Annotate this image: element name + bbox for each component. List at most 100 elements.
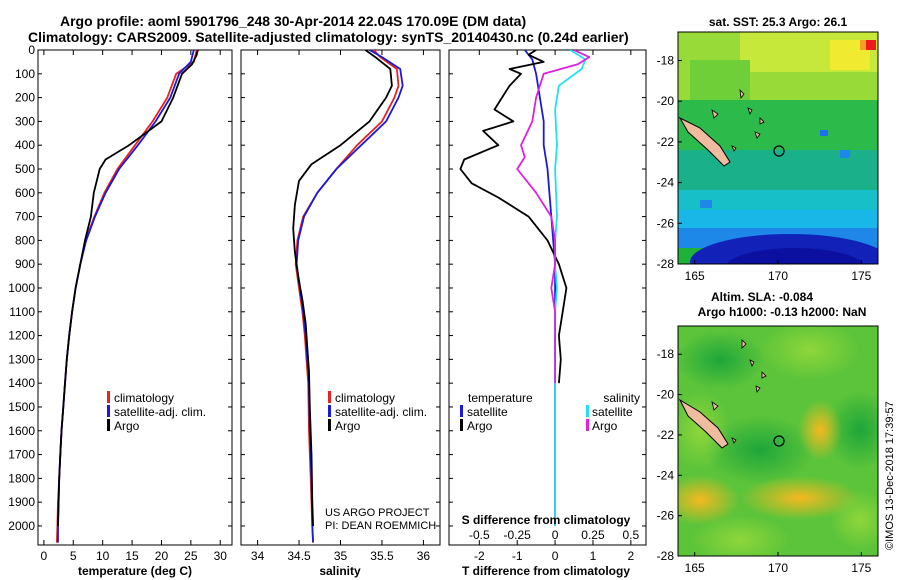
legend-mark-temp-satellite (460, 405, 463, 417)
legend-mark-climatology (107, 391, 110, 403)
temperature-legend: climatology satellite-adj. clim. Argo (107, 391, 206, 433)
legend-mark-temp-argo (460, 419, 463, 431)
x-tick-label: 34 (251, 549, 265, 563)
x-tick-label: -1 (512, 549, 523, 563)
map-y-tick-label: -22 (657, 135, 675, 149)
legend-label-satellite: satellite-adj. clim. (114, 405, 206, 419)
legend-title-temperature: temperature (468, 391, 533, 405)
x-tick-label: -2 (474, 549, 485, 563)
y-tick-label: 600 (15, 186, 35, 200)
x-tick-label: 0 (41, 549, 48, 563)
figure-title-line1: Argo profile: aoml 5901796_248 30-Apr-20… (60, 13, 526, 29)
profile-axes: 0100200300400500600700800900100011001200… (8, 43, 646, 563)
legend-mark-argo (328, 419, 331, 431)
y-tick-label: 400 (15, 138, 35, 152)
map-y-tick-label: -26 (657, 509, 675, 523)
map-x-tick-label: 170 (768, 561, 788, 575)
legend-mark-sal-satellite (586, 405, 589, 417)
x-tick-label: 30 (214, 549, 228, 563)
sst-map-image (678, 32, 878, 264)
x-tick-label: 20 (155, 549, 169, 563)
legend-mark-satellite (107, 405, 110, 417)
x-tick-label: 25 (184, 549, 198, 563)
legend-label-climatology: climatology (335, 391, 395, 405)
difference-lines (459, 50, 591, 526)
x-tick2-label: 0.5 (623, 528, 640, 542)
y-tick-label: 200 (15, 91, 35, 105)
y-tick-label: 1300 (8, 352, 35, 366)
legend-mark-sal-argo (586, 419, 589, 431)
temperature-lines (55, 50, 199, 543)
legend-label-argo: Argo (335, 419, 361, 433)
legend-mark-climatology (328, 391, 331, 403)
y-tick-label: 900 (15, 257, 35, 271)
x-tick-label: 0 (552, 549, 559, 563)
map-x-tick-label: 170 (768, 269, 788, 283)
series-line-temperature-argo (459, 50, 568, 384)
difference-legend: temperature satellite Argo salinity sate… (460, 391, 640, 433)
sla-map-subtitle: Argo h1000: -0.13 h2000: NaN (698, 305, 867, 319)
legend-label-argo: Argo (114, 419, 140, 433)
y-tick-label: 1600 (8, 424, 35, 438)
legend-title-salinity: salinity (603, 391, 640, 405)
map-x-tick-label: 175 (851, 269, 871, 283)
x-tick-label: 2 (628, 549, 635, 563)
map-y-tick-label: -24 (657, 176, 675, 190)
difference-panel-frame (448, 49, 647, 546)
x-tick2-label: 0.25 (581, 528, 605, 542)
x-tick-label: 35.5 (370, 549, 394, 563)
x-tick-label: 35 (334, 549, 348, 563)
temperature-panel-frame (37, 49, 233, 546)
y-tick-label: 1200 (8, 329, 35, 343)
y-tick-label: 1100 (9, 305, 35, 319)
map-y-tick-label: -20 (657, 94, 675, 108)
x-tick-label: 15 (125, 549, 139, 563)
salinity-lines (292, 50, 404, 543)
map-y-tick-label: -28 (657, 549, 675, 563)
legend-mark-satellite (328, 405, 331, 417)
series-line-climatology (55, 50, 198, 543)
salinity-xlabel: salinity (319, 564, 361, 578)
series-line-satellite-adj-clim- (57, 50, 195, 543)
legend-label-sal-argo: Argo (592, 419, 618, 433)
imos-credit: ©IMOS 13-Dec-2018 17:39:57 (884, 401, 896, 550)
y-tick-label: 0 (28, 43, 35, 57)
salinity-difference-xlabel: S difference from climatology (462, 513, 631, 527)
legend-label-sal-satellite: satellite (592, 405, 633, 419)
x-tick-label: 36 (417, 549, 431, 563)
sst-map-axes: 165 170 175 -18 -20 -22 -24 -26 -28 (657, 53, 872, 283)
map-y-tick-label: -24 (657, 468, 675, 482)
map-y-tick-label: -26 (657, 216, 675, 230)
y-tick-label: 1400 (8, 376, 35, 390)
x-tick-label: 34.5 (287, 549, 311, 563)
temperature-xlabel: temperature (deg C) (78, 564, 192, 578)
y-tick-label: 800 (15, 233, 35, 247)
legend-label-climatology: climatology (114, 391, 174, 405)
figure-title-line2: Climatology: CARS2009. Satellite-adjuste… (28, 29, 629, 45)
y-tick-label: 1000 (8, 281, 35, 295)
sla-map-image (678, 326, 878, 556)
y-tick-label: 700 (15, 210, 35, 224)
series-line-argo (57, 50, 199, 527)
series-line-salinity-argo (516, 50, 591, 384)
x-tick2-label: 0 (552, 528, 559, 542)
legend-label-temp-satellite: satellite (467, 405, 508, 419)
difference-xlabel: T difference from climatology (462, 564, 630, 578)
series-line-argo (292, 50, 393, 527)
series-line-salinity-satellite (554, 50, 587, 526)
x-tick-label: 10 (96, 549, 110, 563)
sla-map-title: Altim. SLA: -0.084 (711, 290, 813, 304)
x-tick2-label: -0.25 (504, 528, 532, 542)
y-tick-label: 1500 (8, 400, 35, 414)
sla-map-axes: 165 170 175 -18 -20 -22 -24 -26 -28 (657, 347, 872, 575)
legend-mark-argo (107, 419, 110, 431)
map-x-tick-label: 175 (851, 561, 871, 575)
map-y-tick-label: -22 (657, 428, 675, 442)
sst-map-title: sat. SST: 25.3 Argo: 26.1 (709, 15, 848, 29)
y-tick-label: 2000 (8, 519, 35, 533)
legend-label-satellite: satellite-adj. clim. (335, 405, 427, 419)
y-tick-label: 1700 (8, 448, 35, 462)
y-tick-label: 100 (15, 67, 35, 81)
salinity-panel-frame (240, 49, 441, 546)
